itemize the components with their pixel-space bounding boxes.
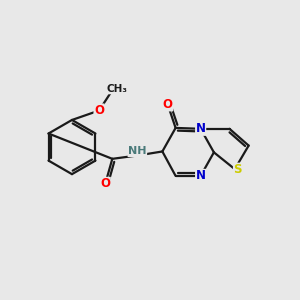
Text: CH₃: CH₃ — [106, 84, 128, 94]
Text: S: S — [233, 163, 242, 176]
Text: NH: NH — [128, 146, 147, 157]
Text: N: N — [196, 122, 206, 135]
Text: N: N — [196, 169, 206, 182]
Text: O: O — [163, 98, 173, 111]
Text: O: O — [100, 177, 110, 190]
Text: O: O — [94, 104, 104, 117]
